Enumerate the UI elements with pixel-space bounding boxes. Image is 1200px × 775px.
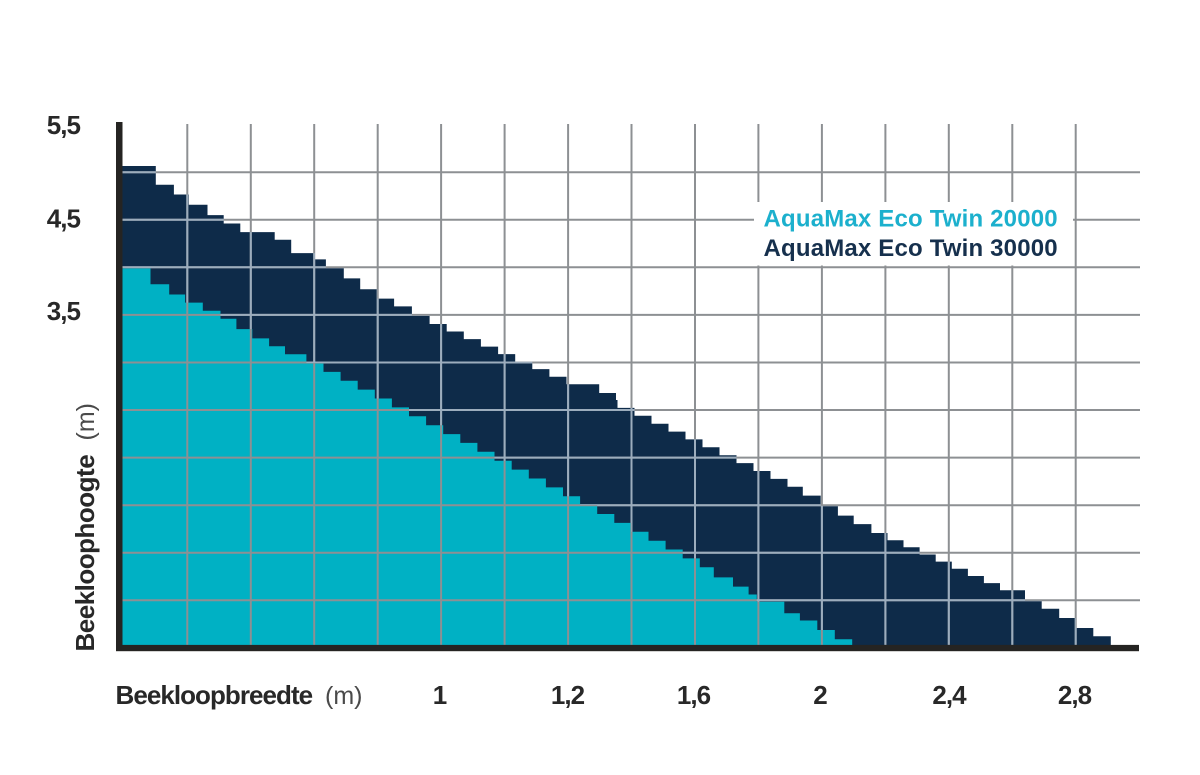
svg-text:4,5: 4,5 (47, 204, 81, 234)
svg-text:1,6: 1,6 (677, 680, 711, 710)
svg-text:1: 1 (433, 680, 447, 710)
svg-text:2,8: 2,8 (1058, 680, 1092, 710)
svg-text:(m): (m) (72, 403, 100, 440)
svg-text:AquaMax Eco Twin 30000: AquaMax Eco Twin 30000 (764, 235, 1058, 262)
svg-text:2: 2 (813, 680, 827, 710)
svg-text:Beekloophoogte: Beekloophoogte (70, 455, 100, 652)
svg-text:Beekloopbreedte: Beekloopbreedte (116, 680, 313, 710)
svg-text:5,5: 5,5 (47, 110, 81, 140)
svg-text:2,4: 2,4 (932, 680, 967, 710)
svg-text:3,5: 3,5 (47, 296, 81, 326)
svg-text:AquaMax Eco Twin 20000: AquaMax Eco Twin 20000 (764, 206, 1058, 233)
svg-text:1,2: 1,2 (551, 680, 585, 710)
svg-text:(m): (m) (325, 682, 362, 710)
